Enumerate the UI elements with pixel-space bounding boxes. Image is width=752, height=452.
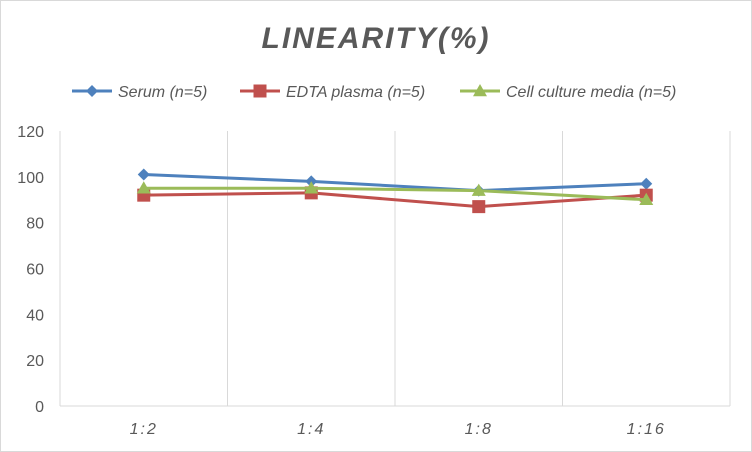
x-tick-label: 1:16 <box>627 421 666 438</box>
y-tick-label: 120 <box>17 124 44 141</box>
x-tick-label: 1:2 <box>130 421 158 438</box>
data-point-diamond <box>86 85 98 97</box>
data-point-triangle <box>639 192 654 205</box>
data-point-diamond <box>137 168 150 181</box>
y-axis-ticks: 0 20 40 60 80 100 120 <box>17 124 44 416</box>
series-cell <box>136 181 654 205</box>
y-tick-label: 100 <box>17 170 44 187</box>
data-point-triangle <box>471 183 486 196</box>
legend-label: Cell culture media (n=5) <box>506 84 676 101</box>
legend-entry: Cell culture media (n=5) <box>460 84 676 101</box>
series-layer <box>136 168 654 214</box>
series-edta <box>137 186 653 214</box>
data-point-square <box>253 84 267 98</box>
y-tick-label: 20 <box>26 353 44 370</box>
legend-label: Serum (n=5) <box>118 84 207 101</box>
x-axis-ticks: 1:2 1:4 1:8 1:16 <box>130 421 666 438</box>
data-point-triangle <box>473 84 487 97</box>
y-tick-label: 40 <box>26 307 44 324</box>
legend-entry: Serum (n=5) <box>72 84 207 101</box>
y-tick-label: 0 <box>35 399 44 416</box>
data-point-triangle <box>136 181 151 194</box>
series-line <box>143 191 647 209</box>
x-tick-label: 1:4 <box>297 421 325 438</box>
data-point-square <box>472 200 486 214</box>
series-line <box>143 173 647 193</box>
y-tick-label: 60 <box>26 262 44 279</box>
legend-label: EDTA plasma (n=5) <box>286 84 425 101</box>
x-tick-label: 1:8 <box>465 421 493 438</box>
y-tick-label: 80 <box>26 216 44 233</box>
data-point-triangle <box>304 181 319 194</box>
legend-entry: EDTA plasma (n=5) <box>240 84 425 101</box>
chart-title: LINEARITY(%) <box>262 22 491 55</box>
data-point-diamond <box>640 177 653 190</box>
series-line <box>143 186 647 202</box>
chart-legend: Serum (n=5) EDTA plasma (n=5) Cell culture… <box>72 84 676 101</box>
gridlines <box>59 131 731 407</box>
